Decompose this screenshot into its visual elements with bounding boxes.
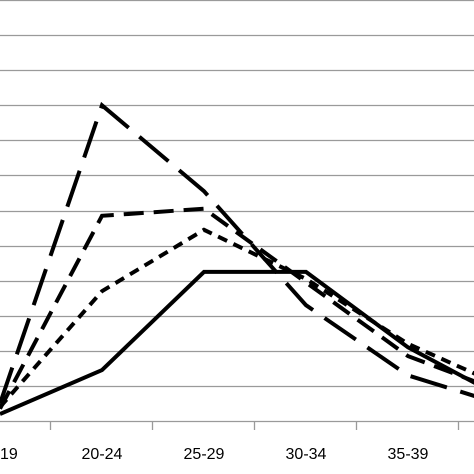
x-tick-label: 20-24 xyxy=(82,446,123,463)
series-line-long-dash xyxy=(0,101,474,405)
x-tick-label: 35-39 xyxy=(388,446,429,463)
x-axis xyxy=(49,421,460,430)
series-line-short-dash xyxy=(0,227,474,409)
series-lines xyxy=(0,101,474,416)
gridlines xyxy=(0,0,474,423)
series-line-medium-dash xyxy=(0,206,474,410)
x-tick-label: 19 xyxy=(0,446,18,463)
x-tick-label: 25-29 xyxy=(184,446,225,463)
x-tick-labels: 19 20-24 25-29 30-34 35-39 xyxy=(0,446,429,463)
series-line-solid xyxy=(0,269,474,416)
x-tick-label: 30-34 xyxy=(286,446,327,463)
